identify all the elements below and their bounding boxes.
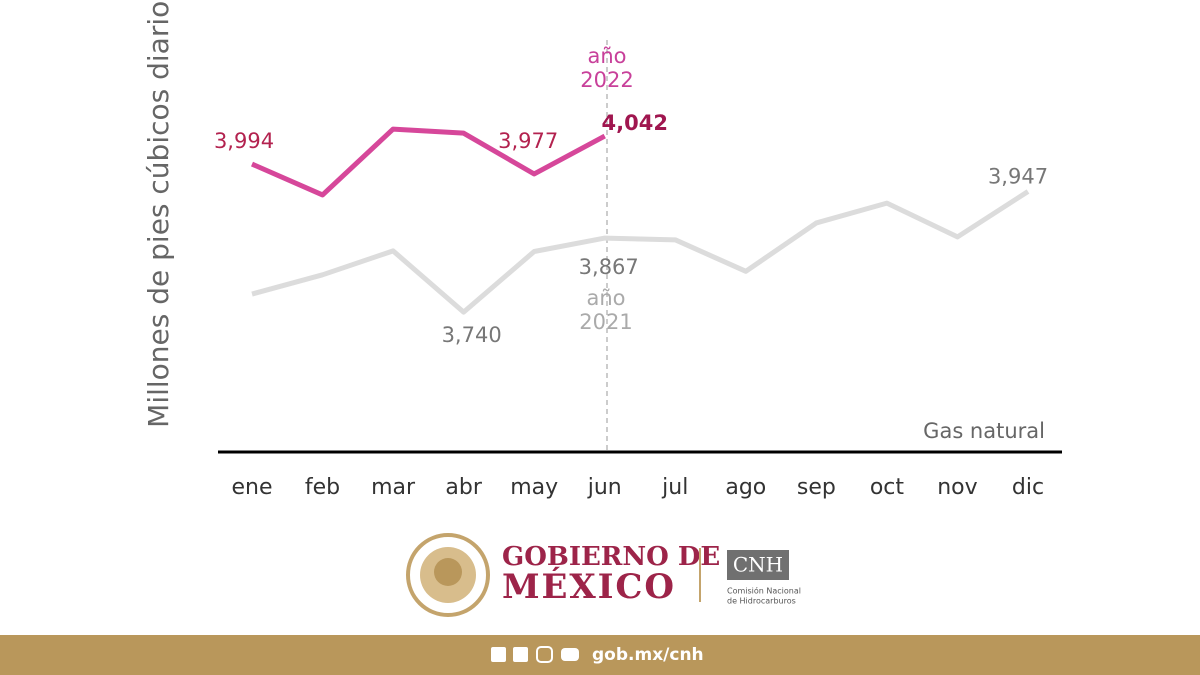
x-tick-label: ene <box>231 475 272 500</box>
x-tick-label: sep <box>797 475 836 500</box>
x-tick-label: may <box>510 475 558 500</box>
gov-line2: MÉXICO <box>502 566 674 607</box>
data-label: 3,740 <box>442 323 502 347</box>
series-line <box>250 126 606 198</box>
data-label: 3,994 <box>214 129 274 153</box>
x-tick-label: dic <box>1012 475 1044 500</box>
series-line <box>251 189 1030 315</box>
footer-band <box>0 635 1200 675</box>
x-tick-label: feb <box>305 475 340 500</box>
x-tick-label: jun <box>587 475 622 500</box>
chart-annotation: Gas natural <box>923 419 1045 443</box>
footer-url: gob.mx/cnh <box>592 645 704 665</box>
x-tick-label: oct <box>870 475 905 500</box>
agency-box <box>727 550 789 580</box>
y-axis-label: Millones de pies cúbicos diarios <box>142 0 175 428</box>
gov-line1: GOBIERNO DE <box>502 542 720 572</box>
agency: CNH <box>733 553 783 577</box>
x-tick-label: ago <box>725 475 766 500</box>
series-annotation: año 2022 <box>580 44 634 92</box>
agency-line1: Comisión Nacional <box>727 586 801 596</box>
x-tick-label: mar <box>371 475 416 500</box>
data-label: 3,867 <box>579 255 639 279</box>
x-tick-label: jul <box>661 475 688 500</box>
x-tick-label: abr <box>445 475 482 500</box>
agency-line2: de Hidrocarburos <box>727 597 796 606</box>
data-label: 3,977 <box>498 129 558 153</box>
x-tick-label: nov <box>937 475 977 500</box>
social-icons <box>491 646 579 663</box>
emblem <box>406 533 490 617</box>
series-annotation: año 2021 <box>579 286 633 334</box>
data-label: 3,947 <box>988 164 1048 188</box>
data-label: 4,042 <box>602 111 668 135</box>
